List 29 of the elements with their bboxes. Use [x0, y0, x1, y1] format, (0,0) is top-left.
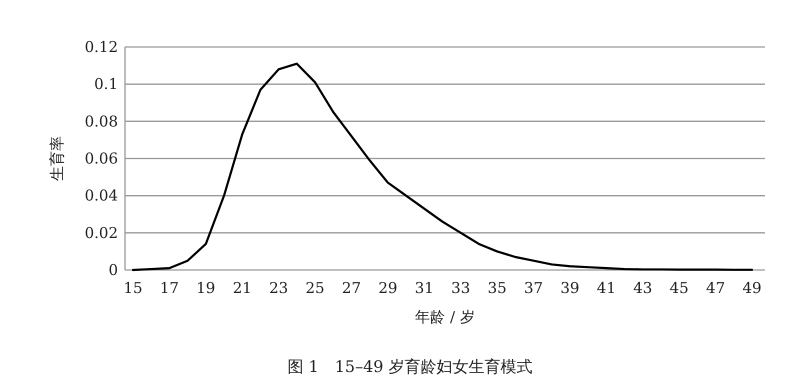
x-tick-label: 29	[378, 279, 398, 297]
y-axis-title: 生育率	[48, 136, 66, 181]
x-tick-label: 31	[414, 279, 434, 297]
x-tick-label: 17	[160, 279, 179, 297]
x-tick-label: 43	[633, 279, 652, 297]
y-tick-label: 0.06	[84, 150, 118, 168]
x-axis-title: 年龄 / 岁	[415, 308, 475, 326]
x-tick-label: 35	[488, 279, 507, 297]
x-tick-label: 25	[306, 279, 325, 297]
y-tick-label: 0.02	[84, 224, 118, 242]
x-tick-label: 49	[742, 279, 762, 297]
x-tick-label: 39	[560, 279, 580, 297]
x-tick-label: 21	[232, 279, 252, 297]
x-tick-label: 41	[596, 279, 616, 297]
x-tick-label: 47	[706, 279, 726, 297]
x-tick-label: 23	[269, 279, 288, 297]
x-tick-label: 15	[123, 279, 143, 297]
x-tick-label: 45	[670, 279, 689, 297]
x-tick-label: 33	[451, 279, 470, 297]
x-tick-label: 27	[342, 279, 362, 297]
y-tick-label: 0	[108, 261, 118, 279]
y-tick-label: 0.1	[94, 75, 118, 94]
y-tick-label: 0.04	[84, 186, 118, 205]
y-tick-label: 0.12	[84, 38, 118, 56]
line-series	[132, 62, 754, 272]
y-tick-label: 0.08	[84, 112, 118, 130]
text: 图 1 15–49 岁育龄妇女生育模式	[287, 357, 533, 376]
x-tick-label: 19	[196, 279, 216, 297]
x-tick-label: 37	[524, 279, 544, 297]
